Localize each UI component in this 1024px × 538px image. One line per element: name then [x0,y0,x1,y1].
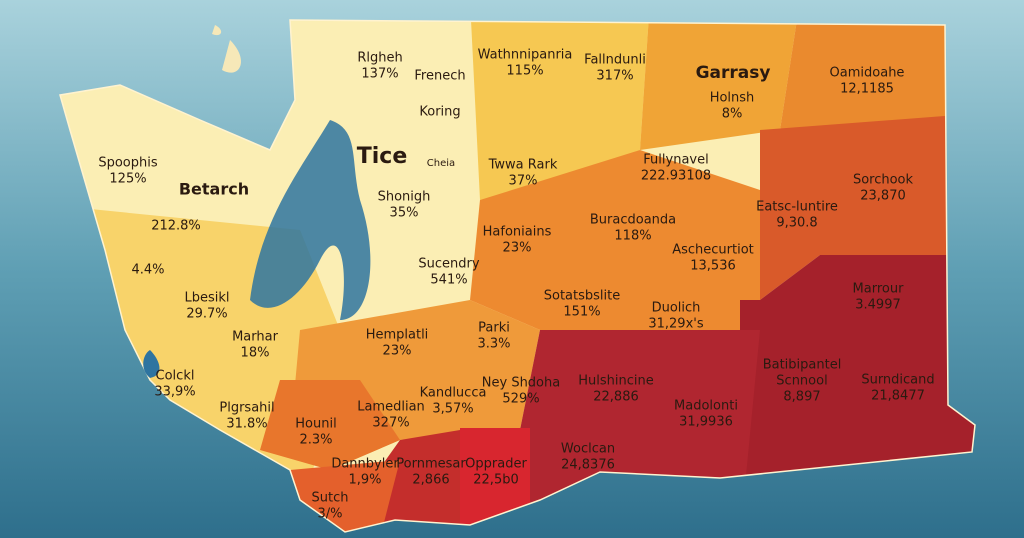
region-value: 222.93108 [641,169,711,184]
region-value: 151% [563,305,600,320]
region-value: 8,897 [783,390,820,405]
region-value: 23,870 [860,189,906,204]
region-value: 18% [241,346,270,361]
region-value: 8% [722,107,743,122]
region [470,150,760,330]
region-value: 317% [596,69,633,84]
region-value: 37% [509,174,538,189]
region-label: Aschecurtiot [672,243,754,258]
region-label: Kandlucca [420,386,487,401]
region-label: Oamidoahe [830,66,905,81]
region-value: 35% [390,206,419,221]
region-label: Surndicand [861,373,934,388]
bay [143,350,160,378]
region [470,20,650,200]
region-label: Pornmesar [396,457,466,472]
region-label: Holnsh [710,91,755,106]
region-label: Parki [478,321,510,336]
region-label: Cheia [427,158,455,169]
region-value: 2.3% [299,433,332,448]
region-label: Koring [419,105,460,120]
region-label: Colckl [156,369,195,384]
region-label: Marhar [232,330,279,345]
region-label: Woclcan [561,442,615,457]
region-value: 22,886 [593,390,639,405]
region-label: Buracdoanda [590,213,676,228]
region-value: 31,9936 [679,415,733,430]
region-value: 31.8% [226,417,267,432]
region-label: Plgrsahil [219,401,274,416]
region-label: Twwa Rark [488,158,558,173]
region-value: 13,536 [690,259,736,274]
region-value: 12,1185 [840,82,894,97]
region-value: 9,30.8 [776,216,817,231]
region-value: 3.4997 [855,298,901,313]
region-value: 22,5b0 [473,473,518,488]
region-value: 23% [503,241,532,256]
region-value: 3/% [317,507,342,522]
region-label: 4.4% [131,263,164,278]
region [260,380,400,470]
region-value: 33,9% [154,385,195,400]
region-value: 137% [361,67,398,82]
islands [212,25,242,73]
region-value: 115% [506,64,543,79]
region-label: Hemplatli [366,328,429,343]
region-label: Hounil [295,417,336,432]
region-label: Betarch [179,180,249,199]
region-label: Lbesikl [184,291,229,306]
region-label: Lamedlian [357,400,425,415]
region-label: Garrasy [696,63,771,83]
region-label: Spoophis [98,156,158,171]
region-value: 125% [109,172,146,187]
region-label: Sotatsbslite [544,289,620,304]
region-label: Fullynavel [643,153,708,168]
region-value: 118% [614,229,651,244]
region-label: Sutch [312,491,349,506]
region-value: 529% [502,392,539,407]
region-label: Sorchook [853,173,914,188]
region-value: 1,9% [348,473,381,488]
region-label: Duolich [652,301,701,316]
region-value: 3,57% [432,402,473,417]
region-label: Batibipantel [763,358,842,373]
region-label: Dannbyler [331,457,399,472]
region-value: 327% [372,416,409,431]
region-label: Frenech [414,69,465,84]
region-value: 2,866 [412,473,449,488]
region-label: Marrour [853,282,905,297]
region-label: Hafoniains [483,225,552,240]
region-value: 541% [430,273,467,288]
region-value: 3.3% [477,337,510,352]
map-title: Tice [357,144,408,169]
region-label: Madolonti [674,399,738,414]
puget-sound [250,120,371,320]
region-value: 29.7% [186,307,227,322]
region-label: Hulshincine [578,374,654,389]
region-value: Scnnool [776,374,827,389]
region-label: Opprader [465,457,527,472]
region-label: Sucendry [418,257,479,272]
region-label: Ney Shdoha [482,376,560,391]
region-label: Wathnnipanria [478,48,573,63]
region-value: 31,29x's [648,317,703,332]
region-label: Fallndunli [584,53,646,68]
region-value: 21,8477 [871,389,925,404]
region-label: Shonigh [378,190,431,205]
region-label: Rlgheh [357,51,402,66]
region-value: 23% [383,344,412,359]
region-label: Eatsc-luntire [756,200,838,215]
region [640,20,800,150]
region-value: 24,8376 [561,458,615,473]
region-label: 212.8% [151,219,201,234]
